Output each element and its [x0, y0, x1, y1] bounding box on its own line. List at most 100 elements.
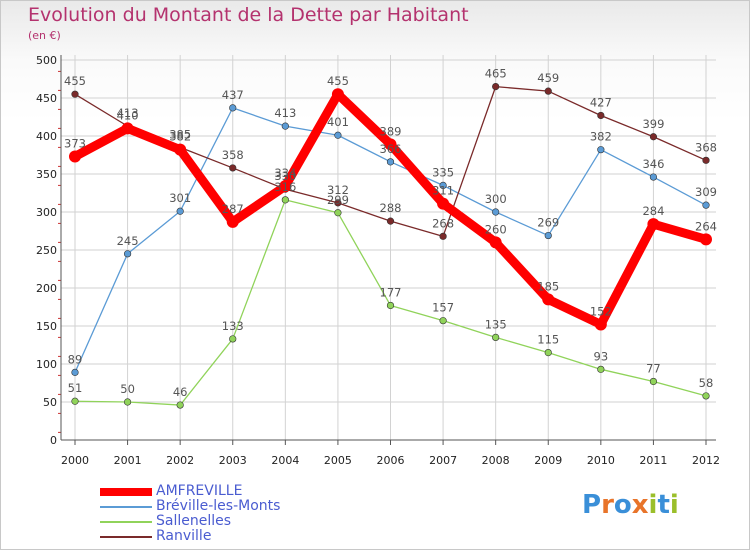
data-point	[649, 377, 658, 386]
data-point	[176, 207, 184, 215]
data-label: 399	[642, 117, 664, 131]
data-point	[123, 250, 132, 258]
x-tick-label: 2008	[482, 454, 510, 467]
logo-letter: i	[669, 490, 679, 520]
data-point	[121, 122, 134, 135]
data-label: 46	[173, 385, 188, 399]
x-tick-label: 2004	[271, 454, 299, 467]
data-label: 382	[169, 130, 191, 144]
x-tick-label: 2003	[219, 454, 247, 467]
data-point	[229, 104, 237, 112]
data-label: 385	[169, 127, 191, 141]
data-label: 465	[485, 67, 507, 81]
logo-letter: P	[582, 490, 602, 520]
x-tick-label: 2007	[429, 454, 457, 467]
logo-letter: t	[657, 490, 670, 520]
data-label: 152	[590, 304, 612, 318]
legend-label-sallenelles: Sallenelles	[156, 513, 232, 529]
data-point	[334, 131, 342, 139]
data-label: 260	[485, 222, 507, 236]
data-label: 427	[590, 95, 612, 109]
y-tick-label: 350	[36, 168, 57, 181]
legend-swatch-breville	[100, 506, 152, 508]
legend-label-ranville: Ranville	[156, 528, 212, 544]
data-point	[597, 111, 605, 120]
data-point	[492, 82, 500, 91]
data-label: 334	[274, 166, 296, 180]
data-point	[439, 232, 447, 240]
data-point	[597, 146, 605, 154]
data-point	[334, 199, 342, 207]
x-tick-label: 2012	[692, 454, 720, 467]
data-point	[386, 301, 395, 310]
data-label: 264	[695, 219, 717, 233]
data-point	[71, 397, 79, 405]
data-point	[649, 173, 658, 181]
data-label: 401	[327, 115, 349, 129]
chart-title: Evolution du Montant de la Dette par Hab…	[28, 4, 469, 26]
data-point	[334, 209, 342, 217]
data-label: 358	[222, 148, 244, 162]
data-point	[281, 196, 289, 204]
data-label: 51	[68, 381, 83, 395]
data-point	[597, 365, 605, 373]
y-tick-label: 200	[36, 282, 57, 295]
data-point	[544, 87, 552, 95]
x-tick-label: 2002	[166, 454, 194, 467]
data-point	[544, 231, 552, 240]
data-point	[229, 164, 237, 172]
data-label: 157	[432, 301, 454, 315]
x-tick-label: 2011	[639, 454, 667, 467]
data-label: 413	[117, 106, 139, 120]
y-tick-label: 300	[36, 206, 57, 219]
data-point	[123, 398, 132, 406]
data-point	[281, 122, 289, 130]
logo-letter: i	[648, 490, 658, 520]
data-labels: 373 410 382 287 334 455 389 311 260 185 152 284 264 8…	[64, 67, 717, 399]
legend-swatch-amfreville	[100, 488, 152, 496]
data-point	[331, 88, 344, 101]
grid-lines	[61, 55, 716, 440]
data-point	[71, 90, 79, 98]
data-label: 366	[380, 142, 402, 156]
data-label: 455	[64, 74, 86, 88]
data-label: 455	[327, 74, 349, 88]
data-point	[174, 143, 187, 156]
data-point	[437, 197, 450, 210]
data-label: 389	[380, 124, 402, 138]
data-point	[439, 317, 447, 325]
chart-subtitle: (en €)	[28, 29, 61, 42]
data-point	[594, 318, 607, 331]
data-point	[702, 156, 710, 164]
data-label: 300	[485, 192, 507, 206]
legend-label-amfreville: AMFREVILLE	[156, 483, 243, 499]
data-point	[384, 138, 397, 151]
data-label: 368	[695, 140, 717, 154]
data-label: 312	[327, 183, 349, 197]
data-label: 177	[380, 285, 402, 299]
data-point	[649, 133, 658, 141]
data-label: 459	[537, 71, 559, 85]
y-tick-label: 50	[43, 396, 57, 409]
x-tick-label: 2010	[587, 454, 615, 467]
data-point	[647, 218, 660, 231]
data-label: 301	[169, 191, 191, 205]
y-tick-label: 150	[36, 320, 57, 333]
data-label: 135	[485, 317, 507, 331]
data-label: 299	[327, 193, 349, 207]
data-point	[279, 180, 292, 193]
data-label: 50	[120, 382, 135, 396]
data-label: 335	[432, 165, 454, 179]
data-label: 269	[537, 216, 559, 230]
data-label: 133	[222, 319, 244, 333]
logo-letter: r	[601, 490, 614, 520]
x-tick-label: 2000	[61, 454, 89, 467]
data-label: 115	[537, 333, 559, 347]
x-tick-label: 2006	[377, 454, 405, 467]
y-tick-label: 450	[36, 92, 57, 105]
data-point	[700, 233, 712, 246]
x-tick-label: 2009	[534, 454, 562, 467]
data-label: 413	[274, 106, 296, 120]
legend-swatch-ranville	[100, 536, 152, 538]
